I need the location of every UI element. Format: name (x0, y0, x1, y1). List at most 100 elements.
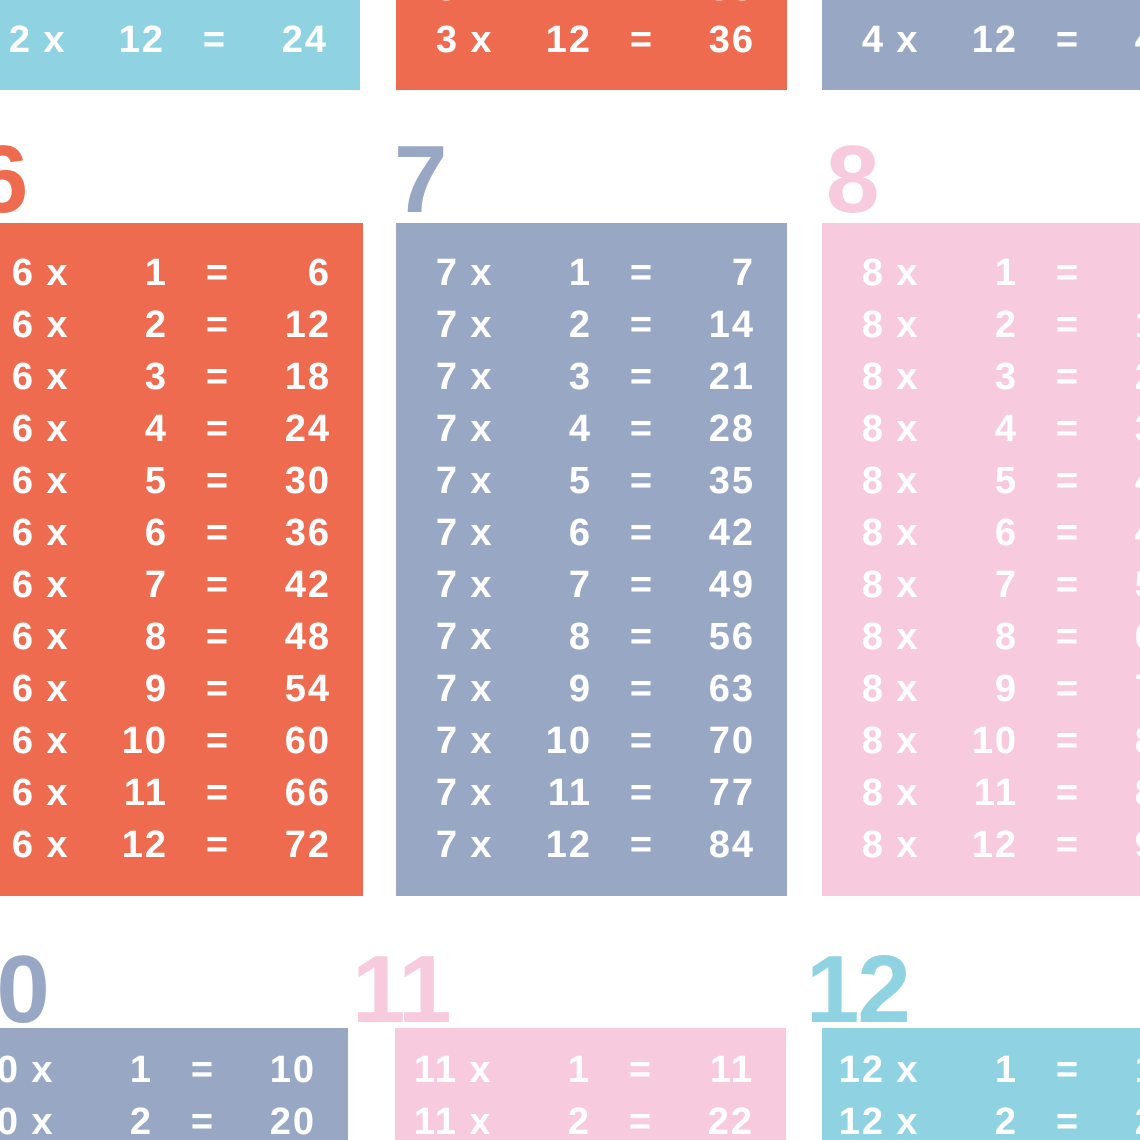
multiply-sign: x (470, 720, 494, 762)
product: 88 (1118, 774, 1140, 812)
product: 16 (1118, 306, 1140, 344)
equals-sign: = (205, 772, 231, 814)
product: 42 (708, 512, 755, 554)
multiplicand: 4 (861, 19, 885, 61)
equals-sign: = (1055, 1049, 1081, 1091)
times-table-card-8: 8 x 1 = 8 8 x 2 = 16 8 x 3 = 24 8 x 4 = … (822, 223, 1140, 896)
equation-row: 11 x 2 = 22 (395, 1096, 786, 1140)
product: 22 (265, 0, 328, 7)
equation-row: 8 x 8 = 64 (822, 611, 1140, 663)
equals-sign: = (205, 304, 231, 346)
equals-sign: = (205, 824, 231, 866)
equals-sign: = (629, 772, 655, 814)
equation-row: 2 x 11 = 22 (0, 0, 360, 14)
equals-sign: = (629, 512, 655, 554)
equation-row: 8 x 7 = 56 (822, 559, 1140, 611)
product: 18 (284, 356, 331, 398)
product: 40 (1118, 462, 1140, 500)
multiply-sign: x (46, 668, 70, 710)
equation-row: 2 x 12 = 24 (0, 14, 360, 66)
equation-row: 3 x 11 = 33 (396, 0, 787, 14)
equals-sign: = (629, 720, 655, 762)
multiply-sign: x (470, 772, 494, 814)
product: 77 (708, 772, 755, 814)
multiplier: 12 (545, 19, 592, 61)
equation-row: 8 x 4 = 32 (822, 403, 1140, 455)
equals-sign: = (205, 564, 231, 606)
multiplicand: 8 (861, 304, 885, 346)
product: 30 (284, 460, 331, 502)
product: 48 (1118, 514, 1140, 552)
equals-sign: = (1055, 512, 1081, 554)
product: 24 (1118, 358, 1140, 396)
product: 35 (708, 460, 755, 502)
multiplicand: 2 (8, 19, 32, 61)
equation-row: 10 x 1 = 10 (0, 1044, 348, 1096)
equation-rows: 7 x 1 = 7 7 x 2 = 14 7 x 3 = 21 7 x 4 = … (396, 247, 787, 871)
multiply-sign: x (470, 668, 494, 710)
equation-rows: 4 x 11 = 44 4 x 12 = 48 (822, 0, 1140, 66)
multiplier: 4 (568, 408, 592, 450)
product: 10 (269, 1049, 316, 1091)
equation-row: 7 x 11 = 77 (396, 767, 787, 819)
multiply-sign: x (470, 19, 494, 61)
multiplier: 12 (121, 824, 168, 866)
equation-rows: 10 x 1 = 10 10 x 2 = 20 (0, 1044, 348, 1140)
equals-sign: = (1055, 616, 1081, 658)
equation-row: 12 x 1 = 12 (822, 1044, 1140, 1096)
product: 24 (1118, 1103, 1140, 1140)
multiply-sign: x (470, 356, 494, 398)
product: 24 (281, 19, 328, 61)
equals-sign: = (1055, 304, 1081, 346)
equation-row: 6 x 10 = 60 (0, 715, 363, 767)
multiplicand: 7 (435, 564, 459, 606)
equation-row: 8 x 11 = 88 (822, 767, 1140, 819)
times-table-card-12: 12 x 1 = 12 12 x 2 = 24 (822, 1028, 1140, 1140)
product: 60 (284, 720, 331, 762)
multiplicand: 8 (861, 824, 885, 866)
product: 84 (708, 824, 755, 866)
product: 12 (1118, 1051, 1140, 1089)
multiplier: 3 (994, 356, 1018, 398)
equation-row: 7 x 1 = 7 (396, 247, 787, 299)
product: 7 (731, 252, 755, 294)
multiply-sign: x (31, 1049, 55, 1091)
times-table-card-4: 4 x 11 = 44 4 x 12 = 48 (822, 0, 1140, 90)
equals-sign: = (1055, 564, 1081, 606)
equation-row: 6 x 4 = 24 (0, 403, 363, 455)
multiply-sign: x (470, 616, 494, 658)
multiplier: 11 (123, 772, 168, 814)
equation-row: 6 x 9 = 54 (0, 663, 363, 715)
product: 20 (269, 1101, 316, 1140)
equation-row: 6 x 3 = 18 (0, 351, 363, 403)
multiply-sign: x (885, 0, 931, 7)
multiplicand: 6 (11, 408, 35, 450)
multiplicand: 6 (11, 668, 35, 710)
equation-row: 7 x 7 = 49 (396, 559, 787, 611)
multiplier: 2 (129, 1101, 153, 1140)
equals-sign: = (205, 408, 231, 450)
multiplier: 7 (568, 564, 592, 606)
equals-sign: = (1018, 0, 1118, 7)
multiplier: 1 (994, 252, 1018, 294)
times-table-card-7: 7 x 1 = 7 7 x 2 = 14 7 x 3 = 21 7 x 4 = … (396, 223, 787, 896)
multiplicand: 6 (11, 252, 35, 294)
multiplier: 2 (994, 304, 1018, 346)
multiply-sign: x (896, 1101, 920, 1140)
multiplicand: 6 (11, 304, 35, 346)
multiplicand: 6 (11, 616, 35, 658)
multiplier: 8 (994, 616, 1018, 658)
multiplicand: 6 (11, 824, 35, 866)
equation-row: 11 x 1 = 11 (395, 1044, 786, 1096)
multiplier: 1 (567, 1049, 591, 1091)
equation-rows: 11 x 1 = 11 11 x 2 = 22 (395, 1044, 786, 1140)
multiplier: 6 (994, 512, 1018, 554)
multiply-sign: x (470, 252, 494, 294)
multiply-sign: x (896, 616, 920, 658)
multiplicand: 7 (435, 824, 459, 866)
product: 48 (1118, 21, 1140, 59)
product: 44 (1118, 0, 1140, 7)
equals-sign: = (1055, 720, 1081, 762)
multiplicand: 8 (861, 356, 885, 398)
product: 32 (1118, 410, 1140, 448)
